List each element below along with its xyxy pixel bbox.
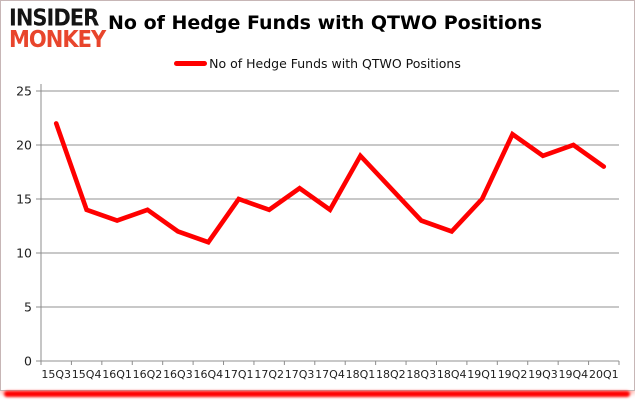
insider-monkey-logo: INSIDER MONKEY	[9, 4, 106, 53]
y-axis-label-25: 25	[16, 84, 32, 99]
chart-card: INSIDER MONKEY No of Hedge Funds with QT…	[0, 0, 635, 391]
x-axis-label-19Q1: 19Q1	[467, 368, 497, 381]
logo-monkey-text: MONKEY	[9, 26, 106, 53]
x-axis-label-18Q2: 18Q2	[376, 368, 406, 381]
x-axis-label-17Q4: 17Q4	[315, 368, 345, 381]
x-axis-label-17Q3: 17Q3	[285, 368, 315, 381]
x-axis-label-19Q3: 19Q3	[528, 368, 558, 381]
x-axis-label-15Q4: 15Q4	[72, 368, 102, 381]
legend-label: No of Hedge Funds with QTWO Positions	[209, 56, 461, 71]
x-axis-label-17Q2: 17Q2	[254, 368, 284, 381]
x-axis-label-17Q1: 17Q1	[224, 368, 254, 381]
x-axis-label-19Q4: 19Q4	[559, 368, 589, 381]
data-series-line	[53, 121, 607, 245]
legend-line-marker	[174, 61, 208, 66]
x-axis-label-16Q2: 16Q2	[133, 368, 163, 381]
y-axis-label-20: 20	[16, 138, 32, 153]
y-axis-label-15: 15	[16, 192, 32, 207]
x-axis-label-16Q1: 16Q1	[102, 368, 132, 381]
x-axis-label-20Q1: 20Q1	[589, 368, 619, 381]
x-axis-label-18Q3: 18Q3	[406, 368, 436, 381]
chart-title: No of Hedge Funds with QTWO Positions	[108, 12, 543, 34]
legend: No of Hedge Funds with QTWO Positions	[1, 56, 634, 71]
logo-insider-text: INSIDER	[9, 4, 99, 31]
red-bottom-accent	[4, 391, 630, 397]
y-axis-label-5: 5	[24, 300, 32, 315]
y-axis-label-0: 0	[24, 354, 32, 369]
x-axis-label-16Q4: 16Q4	[193, 368, 223, 381]
x-axis-label-15Q3: 15Q3	[41, 368, 71, 381]
x-axis-label-18Q1: 18Q1	[346, 368, 376, 381]
y-axis-label-10: 10	[16, 246, 32, 261]
x-axis-label-19Q2: 19Q2	[498, 368, 528, 381]
x-axis-label-18Q4: 18Q4	[437, 368, 467, 381]
x-axis-label-16Q3: 16Q3	[163, 368, 193, 381]
